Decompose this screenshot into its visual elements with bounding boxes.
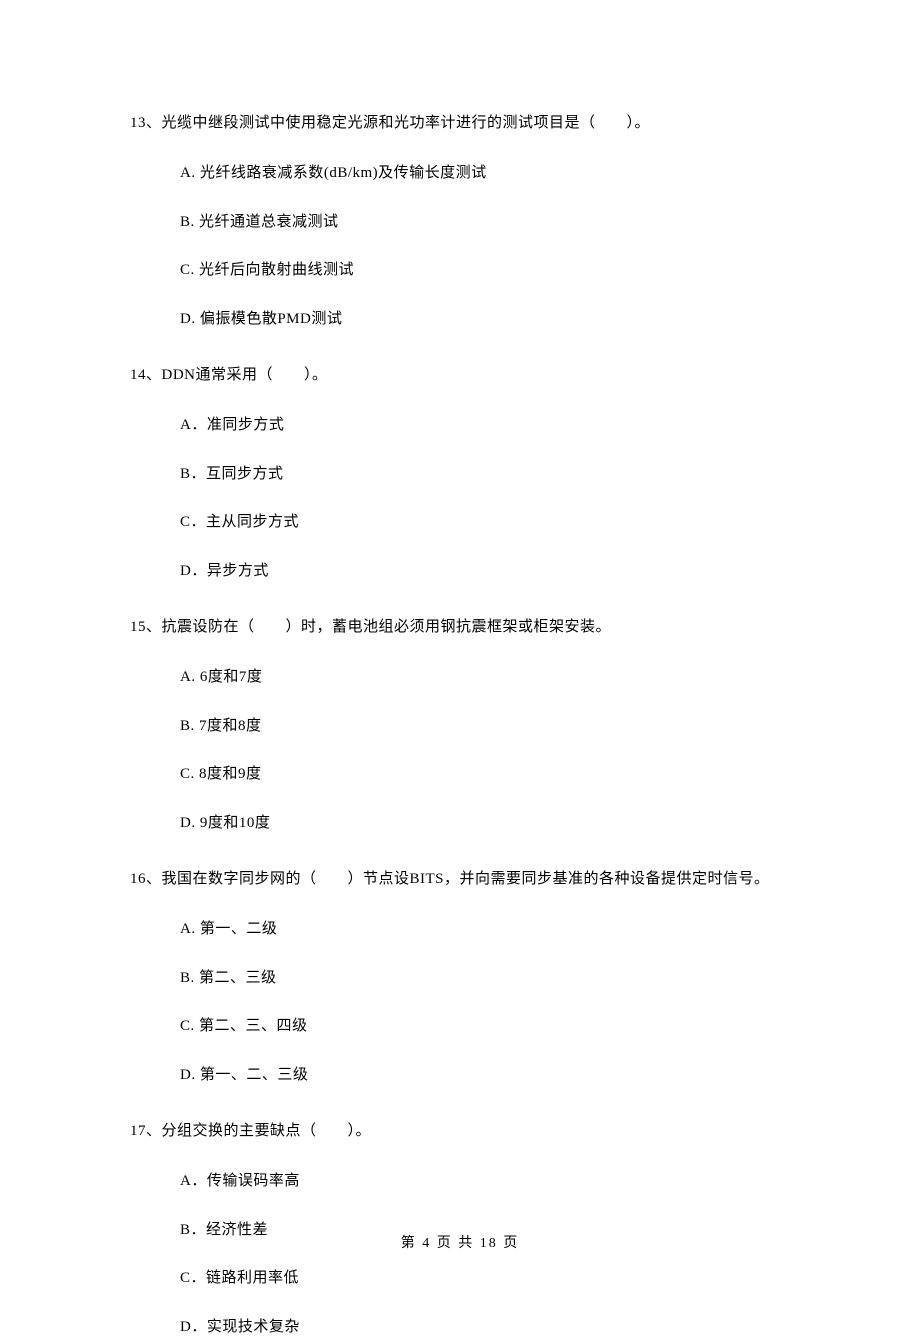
- option-a: A．传输误码率高: [180, 1169, 790, 1195]
- option-c: C. 光纤后向散射曲线测试: [180, 258, 790, 284]
- option-d: D. 9度和10度: [180, 811, 790, 837]
- question-options: A．传输误码率高 B．经济性差 C．链路利用率低 D．实现技术复杂: [130, 1169, 790, 1340]
- option-d: D. 第一、二、三级: [180, 1063, 790, 1089]
- question-13: 13、光缆中继段测试中使用稳定光源和光功率计进行的测试项目是（ ）。 A. 光纤…: [130, 110, 790, 332]
- question-text: 15、抗震设防在（ ）时，蓄电池组必须用钢抗震框架或柜架安装。: [130, 614, 790, 641]
- option-d: D. 偏振模色散PMD测试: [180, 307, 790, 333]
- option-b: B. 7度和8度: [180, 714, 790, 740]
- question-options: A. 第一、二级 B. 第二、三级 C. 第二、三、四级 D. 第一、二、三级: [130, 917, 790, 1088]
- option-c: C. 8度和9度: [180, 762, 790, 788]
- option-c: C．链路利用率低: [180, 1266, 790, 1292]
- question-options: A. 光纤线路衰减系数(dB/km)及传输长度测试 B. 光纤通道总衰减测试 C…: [130, 161, 790, 332]
- question-options: A．准同步方式 B．互同步方式 C．主从同步方式 D．异步方式: [130, 413, 790, 584]
- option-a: A. 6度和7度: [180, 665, 790, 691]
- page-footer: 第 4 页 共 18 页: [0, 1232, 920, 1252]
- option-d: D．异步方式: [180, 559, 790, 585]
- question-text: 14、DDN通常采用（ ）。: [130, 362, 790, 389]
- question-text: 16、我国在数字同步网的（ ）节点设BITS，并向需要同步基准的各种设备提供定时…: [130, 866, 790, 893]
- question-text: 13、光缆中继段测试中使用稳定光源和光功率计进行的测试项目是（ ）。: [130, 110, 790, 137]
- option-d: D．实现技术复杂: [180, 1315, 790, 1340]
- option-a: A. 第一、二级: [180, 917, 790, 943]
- option-c: C．主从同步方式: [180, 510, 790, 536]
- question-options: A. 6度和7度 B. 7度和8度 C. 8度和9度 D. 9度和10度: [130, 665, 790, 836]
- option-b: B．互同步方式: [180, 462, 790, 488]
- option-c: C. 第二、三、四级: [180, 1014, 790, 1040]
- question-15: 15、抗震设防在（ ）时，蓄电池组必须用钢抗震框架或柜架安装。 A. 6度和7度…: [130, 614, 790, 836]
- question-16: 16、我国在数字同步网的（ ）节点设BITS，并向需要同步基准的各种设备提供定时…: [130, 866, 790, 1088]
- page-content: 13、光缆中继段测试中使用稳定光源和光功率计进行的测试项目是（ ）。 A. 光纤…: [0, 0, 920, 1340]
- question-14: 14、DDN通常采用（ ）。 A．准同步方式 B．互同步方式 C．主从同步方式 …: [130, 362, 790, 584]
- option-a: A. 光纤线路衰减系数(dB/km)及传输长度测试: [180, 161, 790, 187]
- option-b: B. 光纤通道总衰减测试: [180, 210, 790, 236]
- question-text: 17、分组交换的主要缺点（ ）。: [130, 1118, 790, 1145]
- question-17: 17、分组交换的主要缺点（ ）。 A．传输误码率高 B．经济性差 C．链路利用率…: [130, 1118, 790, 1340]
- option-b: B. 第二、三级: [180, 966, 790, 992]
- option-a: A．准同步方式: [180, 413, 790, 439]
